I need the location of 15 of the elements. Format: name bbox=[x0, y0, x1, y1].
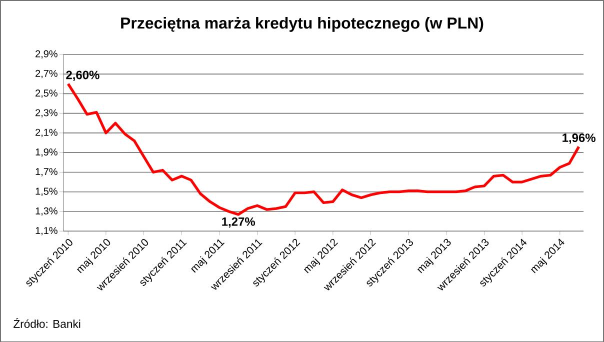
chart-title: Przeciętna marża kredytu hipotecznego (w PLN) bbox=[121, 16, 484, 32]
y-tick-label: 1,1% bbox=[36, 226, 58, 235]
data-label: 2,60% bbox=[66, 70, 100, 81]
y-tick-label: 2,7% bbox=[36, 70, 58, 78]
y-tick-label: 2,9% bbox=[36, 50, 58, 58]
y-tick-label: 1,9% bbox=[36, 148, 58, 156]
y-tick-label: 1,5% bbox=[36, 188, 58, 196]
y-tick-label: 1,7% bbox=[36, 168, 58, 176]
data-label: 1,96% bbox=[562, 133, 596, 144]
y-tick-label: 2,3% bbox=[36, 108, 58, 118]
y-tick-label: 2,5% bbox=[36, 89, 58, 98]
text: Źródło: Banki bbox=[14, 318, 80, 328]
y-tick-label: 1,3% bbox=[36, 207, 58, 216]
y-tick-label: 2,1% bbox=[36, 128, 58, 137]
data-label: 1,27% bbox=[222, 217, 256, 228]
